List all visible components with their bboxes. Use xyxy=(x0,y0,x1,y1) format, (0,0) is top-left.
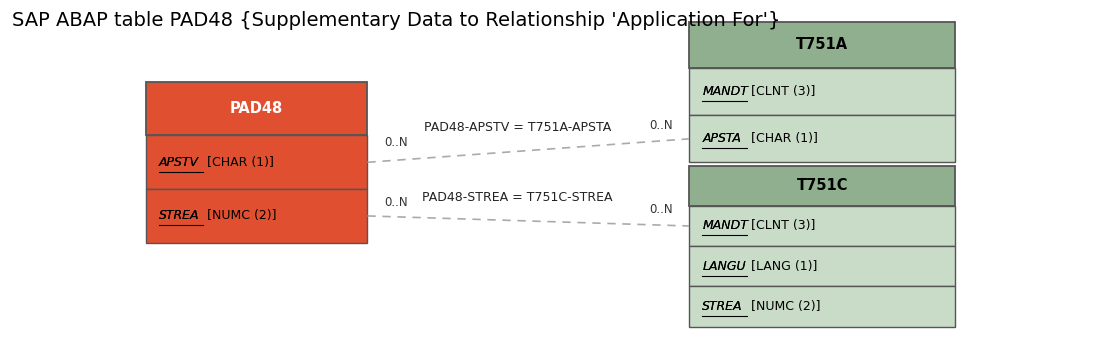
Text: MANDT: MANDT xyxy=(703,219,748,233)
FancyBboxPatch shape xyxy=(689,115,955,162)
FancyBboxPatch shape xyxy=(689,68,955,115)
FancyBboxPatch shape xyxy=(689,286,955,327)
FancyBboxPatch shape xyxy=(146,136,367,189)
FancyBboxPatch shape xyxy=(689,22,955,68)
Text: PAD48-STREA = T751C-STREA: PAD48-STREA = T751C-STREA xyxy=(421,191,613,204)
Text: [CLNT (3)]: [CLNT (3)] xyxy=(747,219,815,233)
Text: MANDT: MANDT xyxy=(703,86,748,98)
Text: STREA: STREA xyxy=(159,210,199,222)
Text: 0..N: 0..N xyxy=(648,203,673,216)
Text: MANDT: MANDT xyxy=(703,219,748,233)
FancyBboxPatch shape xyxy=(689,206,955,246)
Text: STREA: STREA xyxy=(703,300,743,313)
FancyBboxPatch shape xyxy=(689,166,955,206)
Text: PAD48: PAD48 xyxy=(230,101,284,116)
Text: STREA: STREA xyxy=(703,300,743,313)
Text: 0..N: 0..N xyxy=(648,119,673,132)
Text: LANGU: LANGU xyxy=(703,260,746,273)
Text: APSTV: APSTV xyxy=(159,156,199,169)
Text: [CHAR (1)]: [CHAR (1)] xyxy=(747,132,817,145)
Text: [NUMC (2)]: [NUMC (2)] xyxy=(203,210,277,222)
Text: [LANG (1)]: [LANG (1)] xyxy=(747,260,817,273)
FancyBboxPatch shape xyxy=(146,82,367,136)
Text: SAP ABAP table PAD48 {Supplementary Data to Relationship 'Application For'}: SAP ABAP table PAD48 {Supplementary Data… xyxy=(12,11,781,30)
Text: APSTA: APSTA xyxy=(703,132,742,145)
Text: PAD48-APSTV = T751A-APSTA: PAD48-APSTV = T751A-APSTA xyxy=(424,121,610,134)
FancyBboxPatch shape xyxy=(689,246,955,286)
Text: MANDT: MANDT xyxy=(703,86,748,98)
Text: STREA: STREA xyxy=(159,210,199,222)
Text: APSTA: APSTA xyxy=(703,132,742,145)
Text: 0..N: 0..N xyxy=(384,136,408,149)
Text: [CHAR (1)]: [CHAR (1)] xyxy=(203,156,275,169)
Text: APSTV: APSTV xyxy=(159,156,199,169)
FancyBboxPatch shape xyxy=(146,189,367,243)
Text: T751A: T751A xyxy=(796,38,848,52)
Text: LANGU: LANGU xyxy=(703,260,746,273)
Text: 0..N: 0..N xyxy=(384,196,408,209)
Text: [CLNT (3)]: [CLNT (3)] xyxy=(747,86,815,98)
Text: T751C: T751C xyxy=(796,178,848,193)
Text: [NUMC (2)]: [NUMC (2)] xyxy=(747,300,821,313)
